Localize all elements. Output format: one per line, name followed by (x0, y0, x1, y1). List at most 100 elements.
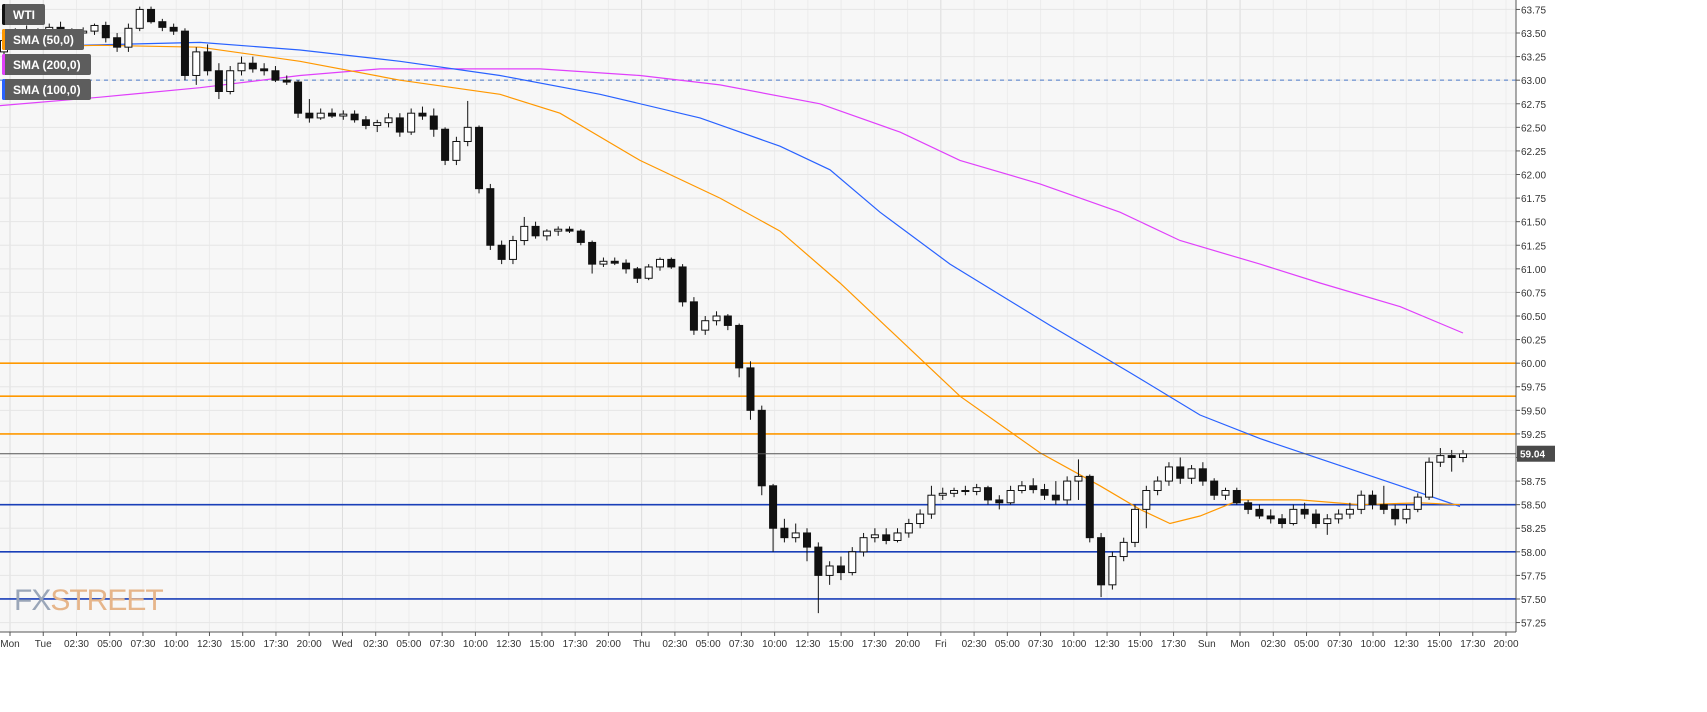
candle-body (1278, 518, 1287, 525)
candle-body (124, 27, 133, 48)
candle (927, 485, 936, 519)
candle-body (983, 487, 992, 501)
candle-body (1164, 466, 1173, 482)
y-tick-label: 60.50 (1521, 312, 1546, 323)
candle (1085, 474, 1094, 543)
candle-body (576, 230, 585, 243)
candle (1289, 504, 1298, 526)
x-tick-label: 07:30 (1028, 639, 1053, 650)
candle (1413, 493, 1422, 513)
candle-body (248, 62, 257, 70)
legend-swatch (2, 79, 5, 100)
candle-body (723, 315, 732, 326)
candlestick-series (0, 6, 1468, 614)
sma-lines (0, 41, 1464, 525)
candle (429, 108, 438, 137)
legend-swatch (2, 29, 5, 50)
candle-body (1142, 490, 1151, 510)
candle (701, 316, 710, 335)
candle (1436, 448, 1445, 467)
candle-body (214, 70, 223, 92)
x-tick-label: 02:30 (363, 639, 388, 650)
x-tick-label: 17:30 (1460, 639, 1485, 650)
candle (1368, 490, 1377, 510)
candle-body (418, 112, 427, 117)
y-tick-label: 60.75 (1521, 288, 1546, 299)
candle-body (1425, 461, 1434, 498)
candle-body (192, 51, 201, 76)
x-tick-label: 02:30 (1261, 639, 1286, 650)
candle (542, 229, 551, 241)
candle (1063, 476, 1072, 505)
legend-label: SMA (200,0) (13, 57, 81, 72)
candle-body (1074, 475, 1083, 482)
legend-item-wti[interactable]: WTI (2, 4, 45, 25)
x-tick-label: 20:00 (297, 639, 322, 650)
x-tick-label: 17:30 (862, 639, 887, 650)
candle-body (1097, 537, 1106, 586)
candle-body (497, 244, 506, 260)
legend-item-sma-200[interactable]: SMA (200,0) (2, 54, 91, 75)
candle-body (678, 266, 687, 303)
candle (147, 6, 156, 24)
candle-body (1289, 508, 1298, 525)
current-price-tag: 59.04 (0, 445, 1555, 462)
candle-body (1311, 513, 1320, 525)
y-tick-label: 63.50 (1521, 29, 1546, 40)
candle-body (1255, 508, 1264, 517)
candle (972, 483, 981, 496)
y-tick-label: 58.25 (1521, 524, 1546, 535)
candle (226, 66, 235, 95)
candle-body (135, 8, 144, 29)
candle-body (780, 527, 789, 539)
candle-body (373, 122, 382, 126)
candle (1029, 478, 1038, 494)
x-tick-label: 15:00 (529, 639, 554, 650)
candle (746, 361, 755, 420)
candle (339, 110, 348, 120)
x-tick-label: 07:30 (1327, 639, 1352, 650)
y-tick-label: 59.75 (1521, 383, 1546, 394)
legend-item-sma-100[interactable]: SMA (100,0) (2, 79, 91, 100)
sma-100-line (0, 41, 1461, 508)
candle-body (757, 409, 766, 487)
candle (407, 108, 416, 135)
candle (757, 405, 766, 496)
candle (271, 66, 280, 83)
candle-body (825, 565, 834, 576)
x-tick-label: Fri (935, 639, 947, 650)
candle-body (520, 225, 529, 242)
candle-body (1379, 504, 1388, 510)
candle (282, 75, 291, 85)
y-tick-label: 57.75 (1521, 571, 1546, 582)
candle (531, 221, 540, 239)
candle-body (1017, 485, 1026, 492)
candle (836, 556, 845, 581)
y-tick-label: 63.75 (1521, 5, 1546, 16)
candle-body (1402, 508, 1411, 520)
candle-body (554, 228, 563, 232)
legend-item-sma-50[interactable]: SMA (50,0) (2, 29, 84, 50)
candle-body (1063, 480, 1072, 501)
candle (1006, 485, 1015, 505)
y-tick-label: 58.00 (1521, 548, 1546, 559)
x-tick-label: 15:00 (230, 639, 255, 650)
candle-body (1368, 494, 1377, 506)
candle (1198, 462, 1207, 486)
candle-body (486, 188, 495, 246)
candle-body (384, 117, 393, 124)
candle (475, 125, 484, 194)
candle-body (667, 258, 676, 268)
candle (305, 99, 314, 123)
candle-body (316, 112, 325, 119)
candle (1017, 481, 1026, 494)
candle (814, 542, 823, 614)
x-tick-label: 15:00 (1128, 639, 1153, 650)
x-tick-label: 17:30 (563, 639, 588, 650)
candle-body (90, 24, 99, 32)
candle-body (339, 113, 348, 117)
candle-body (1210, 480, 1219, 496)
legend-swatch (2, 54, 5, 75)
candle-body (260, 68, 269, 72)
